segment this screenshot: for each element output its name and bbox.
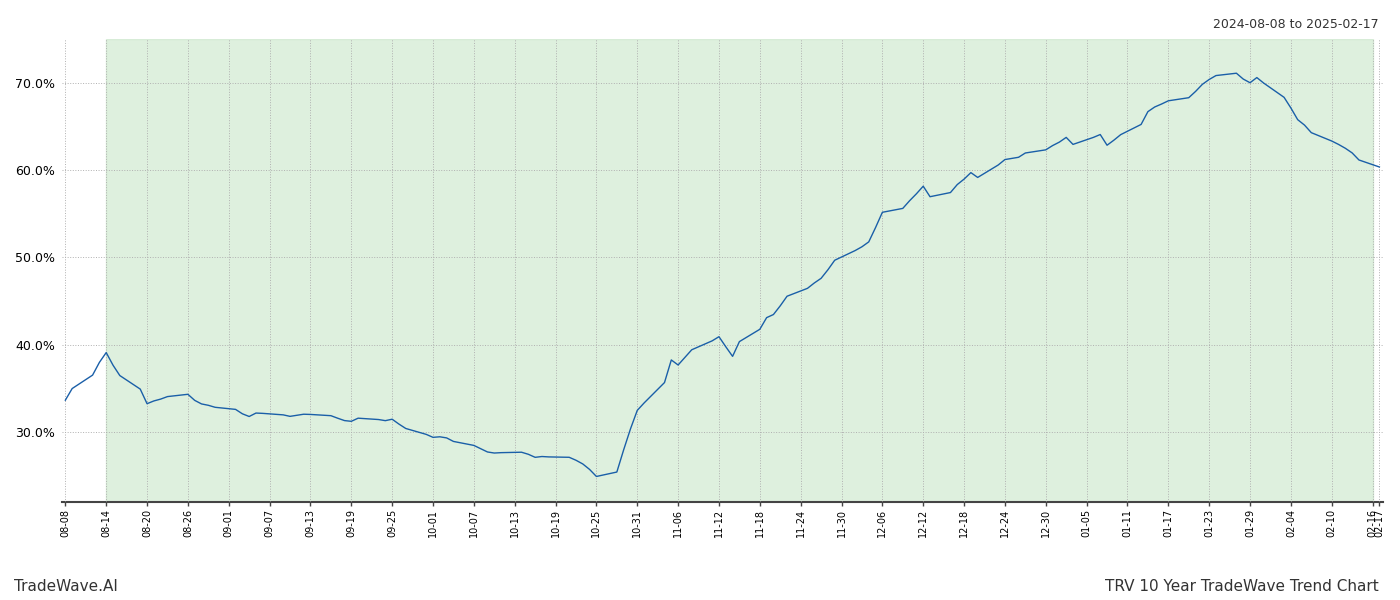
Text: TRV 10 Year TradeWave Trend Chart: TRV 10 Year TradeWave Trend Chart (1105, 579, 1379, 594)
Bar (106, 39, 1372, 502)
Text: TradeWave.AI: TradeWave.AI (14, 579, 118, 594)
Text: 2024-08-08 to 2025-02-17: 2024-08-08 to 2025-02-17 (1214, 18, 1379, 31)
